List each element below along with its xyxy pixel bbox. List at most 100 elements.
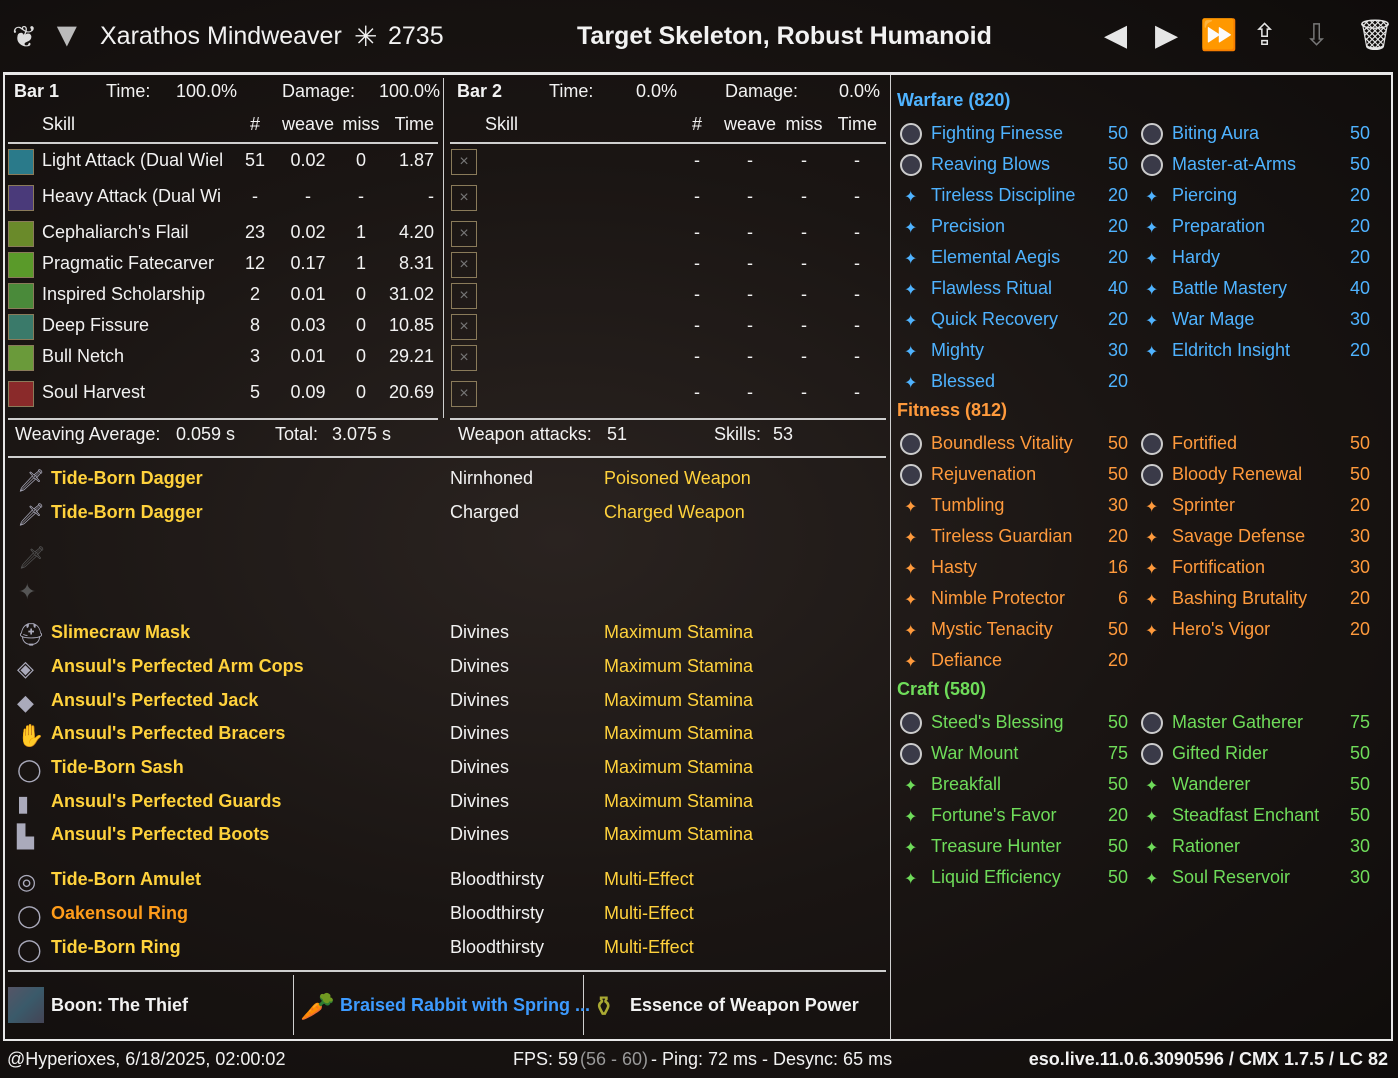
gear-name[interactable]: Tide-Born Sash (51, 757, 184, 777)
skill-time: 8.31 (398, 253, 434, 273)
empty-value: - (694, 315, 700, 335)
cp-name[interactable]: Nimble Protector (931, 588, 1066, 608)
cp-points: 20 (1349, 619, 1370, 639)
cp-name[interactable]: Flawless Ritual (931, 278, 1053, 298)
ring-icon: ◯ (17, 903, 42, 928)
cp-points: 50 (1349, 154, 1370, 174)
cp-name[interactable]: Battle Mastery (1172, 278, 1288, 298)
next-icon[interactable]: ▶ (1155, 19, 1179, 52)
cp-name[interactable]: Piercing (1172, 185, 1238, 205)
cp-name[interactable]: Gifted Rider (1172, 743, 1269, 763)
cp-name[interactable]: Hero's Vigor (1172, 619, 1271, 639)
skill-miss: 1 (355, 222, 367, 242)
cp-name[interactable]: Master-at-Arms (1172, 154, 1297, 174)
cp-name[interactable]: Sprinter (1172, 495, 1236, 515)
cp-name[interactable]: Biting Aura (1172, 123, 1260, 143)
cp-name[interactable]: War Mount (931, 743, 1019, 763)
empty-value: - (801, 186, 807, 206)
cp-name[interactable]: Fortune's Favor (931, 805, 1057, 825)
cp-name[interactable]: Fortification (1172, 557, 1266, 577)
cp-slotted-icon (1141, 123, 1163, 145)
cp-name[interactable]: Liquid Efficiency (931, 867, 1061, 887)
cp-name[interactable]: Soul Reservoir (1172, 867, 1291, 887)
gear-name[interactable]: Ansuul's Perfected Boots (51, 824, 270, 844)
gear-name[interactable]: Tide-Born Amulet (51, 869, 202, 889)
cp-name[interactable]: Tireless Discipline (931, 185, 1076, 205)
cp-name[interactable]: Mighty (931, 340, 985, 360)
cp-name[interactable]: Fighting Finesse (931, 123, 1064, 143)
cp-name[interactable]: Savage Defense (1172, 526, 1306, 546)
cp-points: 30 (1107, 340, 1128, 360)
cp-points: 20 (1107, 247, 1128, 267)
cp-name[interactable]: Master Gatherer (1172, 712, 1304, 732)
cp-name[interactable]: Preparation (1172, 216, 1266, 236)
gear-name[interactable]: Tide-Born Ring (51, 937, 181, 957)
cp-name[interactable]: Defiance (931, 650, 1003, 670)
cp-name[interactable]: Elemental Aegis (931, 247, 1061, 267)
skill-weave: 0.17 (290, 253, 326, 273)
cp-slotted-icon (900, 743, 922, 765)
cp-name[interactable]: Tumbling (931, 495, 1005, 515)
fast-forward-icon[interactable]: ⏩ (1200, 19, 1238, 52)
cp-name[interactable]: Eldritch Insight (1172, 340, 1291, 360)
cp-name[interactable]: Fortified (1172, 433, 1238, 453)
cp-star-icon: ✦ (904, 344, 918, 361)
shoulder-icon: ◈ (17, 656, 34, 681)
cp-name[interactable]: Mystic Tenacity (931, 619, 1053, 639)
cp-name[interactable]: Rejuvenation (931, 464, 1037, 484)
gear-name[interactable]: Ansuul's Perfected Bracers (51, 723, 286, 743)
cp-name[interactable]: Steadfast Enchant (1172, 805, 1320, 825)
gear-name[interactable]: Ansuul's Perfected Arm Cops (51, 656, 304, 676)
champion-icon: ✳ (354, 21, 378, 52)
cp-name[interactable]: Hasty (931, 557, 978, 577)
cp-star-icon: ✦ (1145, 592, 1159, 609)
upload-icon[interactable]: ⇪ (1252, 19, 1278, 52)
cp-points: 30 (1349, 526, 1370, 546)
skill-weave: 0.09 (290, 382, 326, 402)
main-frame (3, 72, 1393, 1041)
cp-name[interactable]: Breakfall (931, 774, 1002, 794)
cp-name[interactable]: Blessed (931, 371, 996, 391)
download-icon[interactable]: ⇩ (1304, 19, 1330, 52)
skill-weave: 0.03 (290, 315, 326, 335)
skill-miss: - (358, 186, 364, 206)
gear-name[interactable]: Oakensoul Ring (51, 903, 189, 923)
cp-name[interactable]: Quick Recovery (931, 309, 1059, 329)
skill-weave: 0.02 (290, 150, 326, 170)
gear-name[interactable]: Tide-Born Dagger (51, 502, 203, 522)
skill-count: 12 (244, 253, 266, 273)
divider (583, 975, 584, 1035)
empty-value: - (801, 222, 807, 242)
cp-name[interactable]: Reaving Blows (931, 154, 1051, 174)
gear-trait: Bloodthirsty (450, 937, 545, 957)
empty-slot-icon: × (451, 345, 477, 371)
cp-points: 50 (1107, 619, 1128, 639)
cp-name[interactable]: Boundless Vitality (931, 433, 1073, 453)
cp-name[interactable]: Treasure Hunter (931, 836, 1062, 856)
skill-name: Cephaliarch's Flail (42, 222, 189, 242)
cp-name[interactable]: Precision (931, 216, 1006, 236)
cp-slotted-icon (1141, 743, 1163, 765)
cp-name[interactable]: Bashing Brutality (1172, 588, 1308, 608)
cp-name[interactable]: Tireless Guardian (931, 526, 1073, 546)
gear-name[interactable]: Tide-Born Dagger (51, 468, 203, 488)
cp-name[interactable]: Wanderer (1172, 774, 1251, 794)
cp-name[interactable]: Steed's Blessing (931, 712, 1064, 732)
cp-points: 40 (1349, 278, 1370, 298)
gear-name[interactable]: Slimecraw Mask (51, 622, 191, 642)
cp-name[interactable]: Rationer (1172, 836, 1241, 856)
trash-icon[interactable]: 🗑 (1356, 19, 1395, 52)
cp-star-icon: ✦ (1145, 344, 1159, 361)
cp-star-icon: ✦ (1145, 809, 1159, 826)
cp-star-icon: ✦ (1145, 530, 1159, 547)
cp-slotted-icon (1141, 433, 1163, 455)
cp-name[interactable]: War Mage (1172, 309, 1255, 329)
gear-name[interactable]: Ansuul's Perfected Jack (51, 690, 259, 710)
total-value: 3.075 s (332, 424, 392, 444)
gear-name[interactable]: Ansuul's Perfected Guards (51, 791, 282, 811)
skill-time: 29.21 (388, 346, 434, 366)
cp-name[interactable]: Hardy (1172, 247, 1221, 267)
gear-trait: Divines (450, 622, 510, 642)
cp-name[interactable]: Bloody Renewal (1172, 464, 1303, 484)
prev-icon[interactable]: ◀ (1104, 19, 1128, 52)
